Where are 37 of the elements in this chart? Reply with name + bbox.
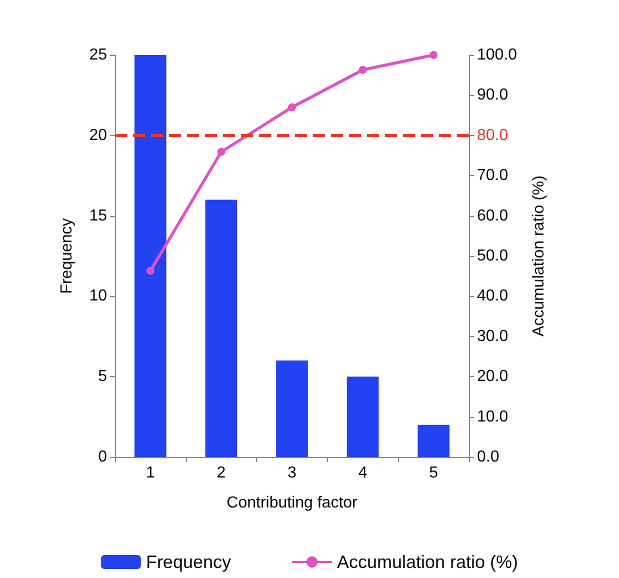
point <box>217 148 226 156</box>
x-tick-label: 5 <box>429 464 438 482</box>
y2-tick-label: 100.0 <box>477 46 518 64</box>
x-tick-label: 1 <box>146 464 155 482</box>
bar <box>205 200 238 457</box>
y-tick-label: 15 <box>89 207 108 224</box>
y2-tick-label: 0.0 <box>477 448 500 466</box>
x-axis-title: Contributing factor <box>226 494 358 512</box>
y-tick-label: 0 <box>98 448 108 466</box>
y2-tick-label: 60.0 <box>477 207 508 224</box>
y2-tick-label: 10.0 <box>477 408 508 426</box>
y-tick-label: 25 <box>89 46 108 64</box>
y2-tick-label: 70.0 <box>477 167 508 184</box>
y2-tick-label: 90.0 <box>477 86 508 104</box>
y2-tick-label: 80.0 <box>477 126 508 144</box>
y2-tick-label: 30.0 <box>477 328 508 345</box>
y2-tick-label: 40.0 <box>477 288 508 305</box>
bar <box>276 360 308 457</box>
x-tick-label: 3 <box>288 464 297 482</box>
legend-label: Accumulation ratio (%) <box>336 552 518 572</box>
point <box>430 51 438 59</box>
bar <box>134 55 166 457</box>
x-tick-label: 4 <box>358 464 368 482</box>
y2-axis-title: Accumulation ratio (%) <box>530 176 548 336</box>
y-tick-label: 20 <box>89 126 108 144</box>
bar <box>418 424 450 457</box>
point <box>146 266 154 275</box>
x-tick-label: 2 <box>216 464 226 482</box>
y-tick-label: 10 <box>89 288 108 305</box>
y2-tick-label: 20.0 <box>477 368 508 386</box>
y-axis-title: Frequency <box>58 218 76 294</box>
y-tick-label: 5 <box>98 368 108 386</box>
point <box>358 66 367 74</box>
bar <box>346 376 379 457</box>
point <box>288 103 296 112</box>
legend-label: Frequency <box>146 552 231 572</box>
y2-tick-label: 50.0 <box>477 248 508 264</box>
